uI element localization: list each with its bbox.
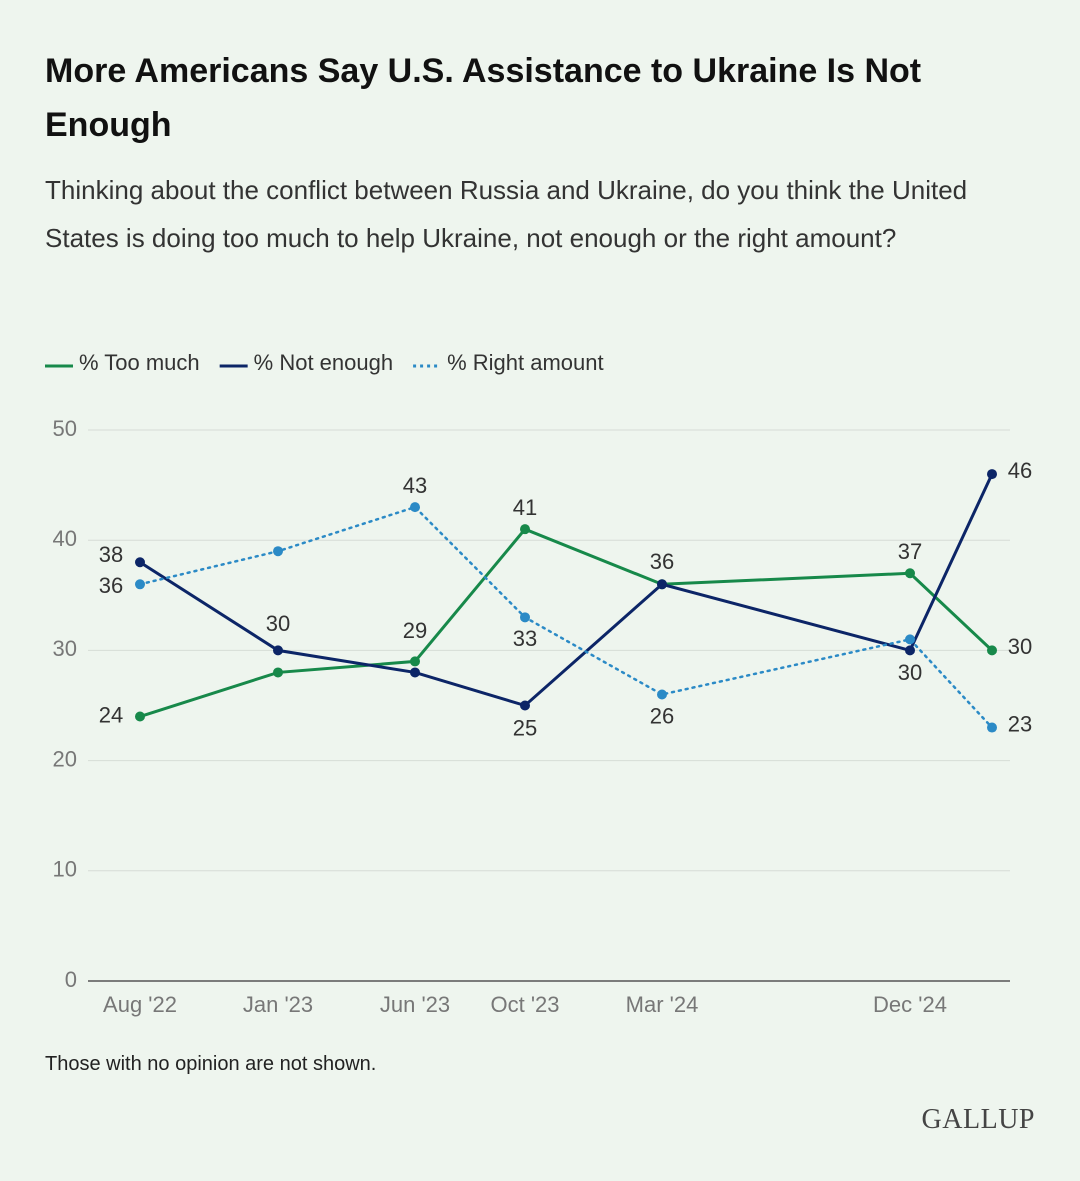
x-tick-label: Mar '24 bbox=[626, 992, 699, 1017]
data-point bbox=[410, 502, 420, 513]
x-tick-label: Aug '22 bbox=[103, 992, 177, 1017]
series-line bbox=[138, 472, 994, 708]
x-tick-label: Dec '24 bbox=[873, 992, 947, 1017]
data-label: 33 bbox=[513, 626, 537, 651]
chart-title: More Americans Say U.S. Assistance to Uk… bbox=[45, 52, 922, 144]
data-point bbox=[135, 557, 145, 568]
data-point bbox=[520, 612, 530, 623]
data-point bbox=[987, 722, 997, 733]
data-point bbox=[905, 634, 915, 645]
y-tick-label: 20 bbox=[53, 746, 77, 771]
data-label: 30 bbox=[1008, 634, 1032, 659]
data-point bbox=[657, 689, 667, 700]
source-logo: GALLUP bbox=[921, 1104, 1035, 1135]
data-point bbox=[135, 579, 145, 590]
data-label: 30 bbox=[898, 660, 922, 685]
data-point bbox=[520, 700, 530, 711]
data-label: 30 bbox=[266, 611, 290, 636]
y-tick-label: 40 bbox=[53, 526, 77, 551]
data-point bbox=[273, 667, 283, 678]
x-tick-label: Jun '23 bbox=[380, 992, 450, 1017]
legend-label: % Not enough bbox=[254, 350, 393, 375]
data-point bbox=[520, 524, 530, 535]
data-label: 29 bbox=[403, 618, 427, 643]
data-label: 26 bbox=[650, 703, 674, 728]
data-point bbox=[987, 469, 997, 480]
data-label: 37 bbox=[898, 539, 922, 564]
data-label: 36 bbox=[650, 549, 674, 574]
data-label: 46 bbox=[1008, 458, 1032, 483]
footnote: Those with no opinion are not shown. bbox=[45, 1053, 377, 1075]
data-point bbox=[657, 579, 667, 590]
data-point bbox=[410, 656, 420, 667]
data-label: 41 bbox=[513, 495, 537, 520]
data-label: 24 bbox=[99, 702, 123, 727]
legend-label: % Too much bbox=[79, 350, 200, 375]
y-axis: 0 10 20 30 40 50 Aug '22 Jan '23 Jun '23 Oct '23 M… bbox=[53, 416, 1010, 1017]
chart-subtitle: Thinking about the conflict between Russ… bbox=[45, 175, 968, 253]
data-label: 36 bbox=[99, 573, 123, 598]
legend-item: % Not enough bbox=[219, 350, 393, 375]
legend-label: % Right amount bbox=[447, 350, 604, 375]
y-tick-label: 30 bbox=[53, 636, 77, 661]
data-label: 43 bbox=[403, 473, 427, 498]
x-tick-label: Jan '23 bbox=[243, 992, 313, 1017]
y-tick-label: 10 bbox=[53, 857, 77, 882]
data-label: 38 bbox=[99, 542, 123, 567]
data-point bbox=[987, 645, 997, 656]
data-point bbox=[135, 711, 145, 722]
legend-item: % Too much bbox=[45, 350, 200, 375]
data-point bbox=[905, 645, 915, 656]
data-label: 25 bbox=[513, 715, 537, 740]
y-tick-label: 0 bbox=[65, 967, 77, 992]
data-point bbox=[905, 568, 915, 579]
data-point bbox=[410, 667, 420, 678]
data-point bbox=[273, 546, 283, 557]
x-tick-label: Oct '23 bbox=[490, 992, 559, 1017]
data-label: 23 bbox=[1008, 711, 1032, 736]
y-tick-label: 50 bbox=[53, 416, 77, 441]
data-point bbox=[273, 645, 283, 656]
legend-item: % Right amount bbox=[413, 350, 604, 375]
